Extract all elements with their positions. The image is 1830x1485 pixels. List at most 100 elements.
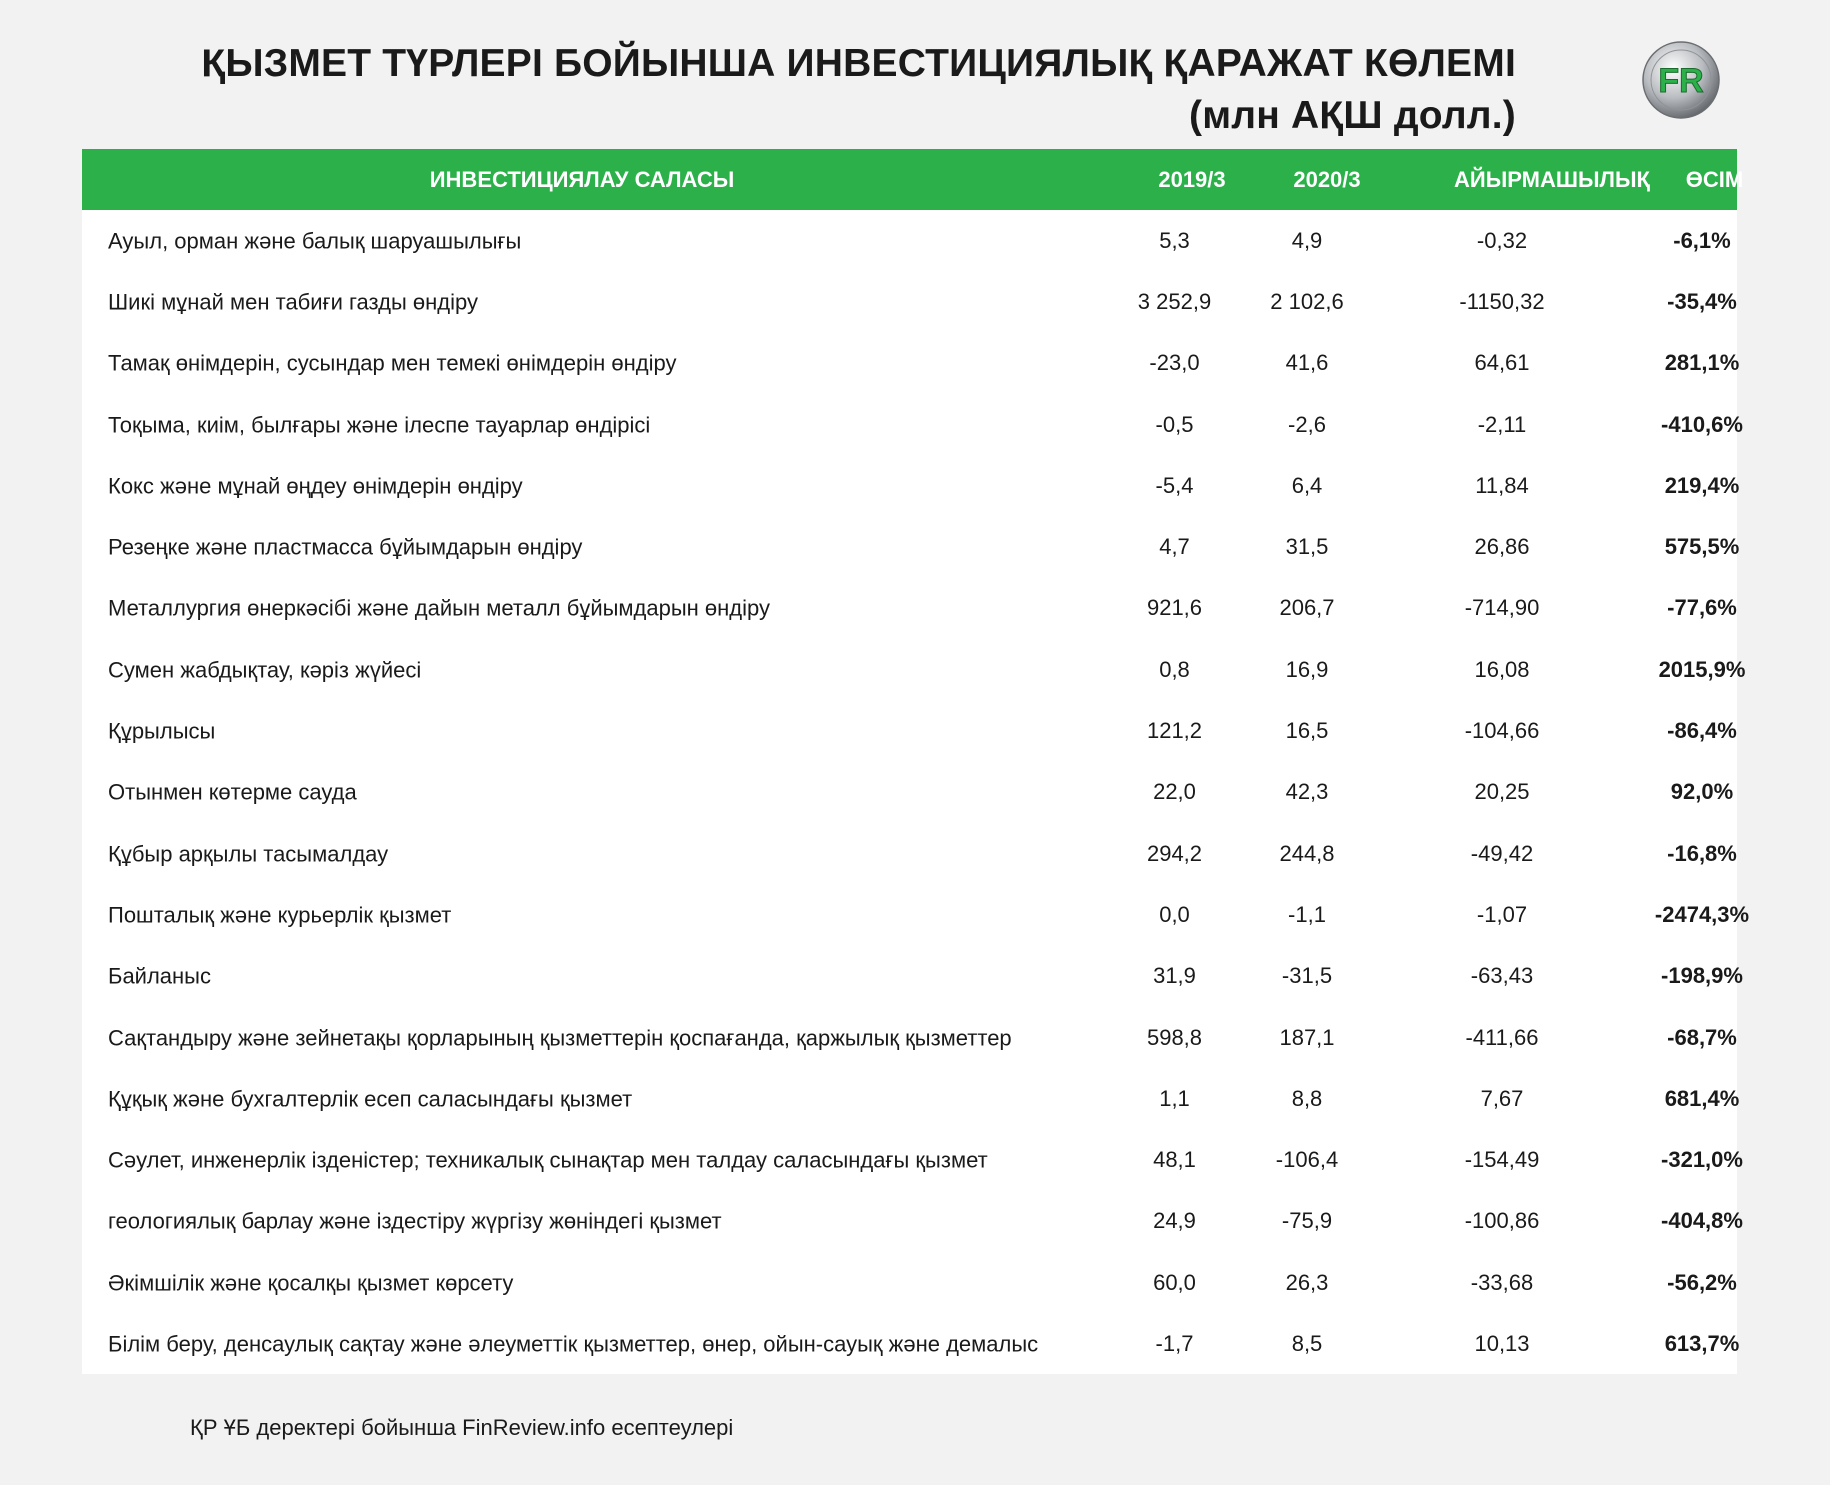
row-growth: -86,4%: [1587, 718, 1817, 744]
table-row: Сумен жабдықтау, кәріз жүйесі 0,8 16,9 16,0…: [82, 639, 1737, 700]
logo-text: FR: [1658, 62, 1703, 100]
row-growth: 613,7%: [1587, 1331, 1817, 1357]
table-row: Ауыл, орман және балық шаруашылығы 5,3 4,9…: [82, 210, 1737, 271]
row-growth: -35,4%: [1587, 289, 1817, 315]
row-growth: 681,4%: [1587, 1086, 1817, 1112]
row-growth: 575,5%: [1587, 534, 1817, 560]
row-growth: -77,6%: [1587, 595, 1817, 621]
row-difference: -411,66: [1402, 1025, 1602, 1051]
row-value-2020: 41,6: [1212, 350, 1402, 376]
row-name: Құрылысы: [108, 717, 1108, 746]
row-value-2020: -31,5: [1212, 963, 1402, 989]
row-name: Білім беру, денсаулық сақтау және әлеуме…: [108, 1329, 1108, 1358]
row-difference: -1150,32: [1402, 289, 1602, 315]
row-name: Сақтандыру және зейнетақы қорларының қыз…: [108, 1023, 1108, 1052]
row-name: Ауыл, орман және балық шаруашылығы: [108, 226, 1108, 255]
row-name: Тоқыма, киім, былғары және ілеспе тауарл…: [108, 410, 1108, 439]
row-name: Кокс және мұнай өңдеу өнімдерін өндіру: [108, 471, 1108, 500]
row-difference: 16,08: [1402, 657, 1602, 683]
row-growth: 219,4%: [1587, 473, 1817, 499]
row-difference: -714,90: [1402, 595, 1602, 621]
table-row: Құбыр арқылы тасымалдау 294,2 244,8 -49,42-…: [82, 823, 1737, 884]
row-value-2020: 31,5: [1212, 534, 1402, 560]
row-growth: -16,8%: [1587, 841, 1817, 867]
table-row: Байланыс 31,9 -31,5 -63,43 -198,9%: [82, 946, 1737, 1007]
table-row: Құрылысы 121,2 16,5 -104,66 -86,4%: [82, 700, 1737, 761]
row-value-2020: 187,1: [1212, 1025, 1402, 1051]
table-row: Металлургия өнеркәсібі және дайын металл…: [82, 578, 1737, 639]
row-difference: 64,61: [1402, 350, 1602, 376]
row-difference: -33,68: [1402, 1270, 1602, 1296]
row-value-2020: 16,5: [1212, 718, 1402, 744]
row-name: Байланыс: [108, 962, 1108, 991]
row-name: Металлургия өнеркәсібі және дайын металл…: [108, 594, 1108, 623]
table-row: Сақтандыру және зейнетақы қорларының қыз…: [82, 1007, 1737, 1068]
table-row: Тамақ өнімдерін, сусындар мен темекі өні…: [82, 333, 1737, 394]
investment-table: ИНВЕСТИЦИЯЛАУ САЛАСЫ 2019/3 2020/3 АЙЫРМ…: [82, 149, 1737, 1374]
row-name: Резеңке және пластмасса бұйымдарын өндір…: [108, 533, 1108, 562]
row-difference: -100,86: [1402, 1208, 1602, 1234]
row-value-2020: 16,9: [1212, 657, 1402, 683]
row-growth: -6,1%: [1587, 228, 1817, 254]
row-growth: -321,0%: [1587, 1147, 1817, 1173]
row-value-2020: 26,3: [1212, 1270, 1402, 1296]
row-difference: -154,49: [1402, 1147, 1602, 1173]
table-row: Сәулет, инженерлік ізденістер; техникалы…: [82, 1129, 1737, 1190]
row-difference: 20,25: [1402, 779, 1602, 805]
table-body: Ауыл, орман және балық шаруашылығы 5,3 4,9…: [82, 210, 1737, 1375]
row-value-2020: 8,5: [1212, 1331, 1402, 1357]
table-row: Кокс және мұнай өңдеу өнімдерін өндіру -5…: [82, 455, 1737, 516]
title-line-2: (млн АҚШ долл.): [201, 90, 1516, 142]
row-difference: 7,67: [1402, 1086, 1602, 1112]
row-difference: -1,07: [1402, 902, 1602, 928]
row-value-2020: 2 102,6: [1212, 289, 1402, 315]
row-difference: -63,43: [1402, 963, 1602, 989]
row-name: Тамақ өнімдерін, сусындар мен темекі өні…: [108, 349, 1108, 378]
row-growth: 92,0%: [1587, 779, 1817, 805]
row-difference: 26,86: [1402, 534, 1602, 560]
table-row: Шикі мұнай мен табиғи газды өндіру 3 252,…: [82, 271, 1737, 332]
row-value-2020: 4,9: [1212, 228, 1402, 254]
table-row: Резеңке және пластмасса бұйымдарын өндір…: [82, 516, 1737, 577]
table-row: Отынмен көтерме сауда 22,0 42,3 20,25 92,0%: [82, 762, 1737, 823]
row-value-2020: 206,7: [1212, 595, 1402, 621]
row-difference: -0,32: [1402, 228, 1602, 254]
row-name: Отынмен көтерме сауда: [108, 778, 1108, 807]
title-line-1: ҚЫЗМЕТ ТҮРЛЕРІ БОЙЫНША ИНВЕСТИЦИЯЛЫҚ ҚАР…: [201, 38, 1516, 90]
row-difference: -104,66: [1402, 718, 1602, 744]
source-note: ҚР ҰБ деректері бойынша FinReview.info е…: [190, 1415, 733, 1441]
row-name: Шикі мұнай мен табиғи газды өндіру: [108, 287, 1108, 316]
row-value-2020: -2,6: [1212, 412, 1402, 438]
row-name: геологиялық барлау және іздестіру жүргіз…: [108, 1207, 1108, 1236]
row-value-2020: 244,8: [1212, 841, 1402, 867]
row-growth: -410,6%: [1587, 412, 1817, 438]
row-difference: -2,11: [1402, 412, 1602, 438]
row-growth: 2015,9%: [1587, 657, 1817, 683]
row-growth: 281,1%: [1587, 350, 1817, 376]
row-name: Әкімшілік және қосалқы қызмет көрсету: [108, 1268, 1108, 1297]
table-row: геологиялық барлау және іздестіру жүргіз…: [82, 1191, 1737, 1252]
row-value-2020: -106,4: [1212, 1147, 1402, 1173]
row-value-2020: -1,1: [1212, 902, 1402, 928]
row-difference: 10,13: [1402, 1331, 1602, 1357]
row-value-2020: 42,3: [1212, 779, 1402, 805]
row-value-2020: 8,8: [1212, 1086, 1402, 1112]
row-growth: -56,2%: [1587, 1270, 1817, 1296]
row-name: Сәулет, инженерлік ізденістер; техникалы…: [108, 1146, 1108, 1175]
header-2019: 2019/3: [1137, 149, 1247, 210]
page-title: ҚЫЗМЕТ ТҮРЛЕРІ БОЙЫНША ИНВЕСТИЦИЯЛЫҚ ҚАР…: [201, 38, 1516, 142]
row-difference: -49,42: [1402, 841, 1602, 867]
row-growth: -68,7%: [1587, 1025, 1817, 1051]
table-row: Білім беру, денсаулық сақтау және әлеуме…: [82, 1313, 1737, 1374]
row-name: Сумен жабдықтау, кәріз жүйесі: [108, 655, 1108, 684]
row-name: Пошталық және курьерлік қызмет: [108, 900, 1108, 929]
row-value-2020: 6,4: [1212, 473, 1402, 499]
table-row: Әкімшілік және қосалқы қызмет көрсету 60,…: [82, 1252, 1737, 1313]
table-row: Құқық және бухгалтерлік есеп саласындағы…: [82, 1068, 1737, 1129]
finreview-logo-icon: FR: [1641, 40, 1721, 120]
row-growth: -2474,3%: [1587, 902, 1817, 928]
row-value-2020: -75,9: [1212, 1208, 1402, 1234]
header-name: ИНВЕСТИЦИЯЛАУ САЛАСЫ: [82, 149, 1082, 210]
row-name: Құқық және бухгалтерлік есеп саласындағы…: [108, 1084, 1108, 1113]
